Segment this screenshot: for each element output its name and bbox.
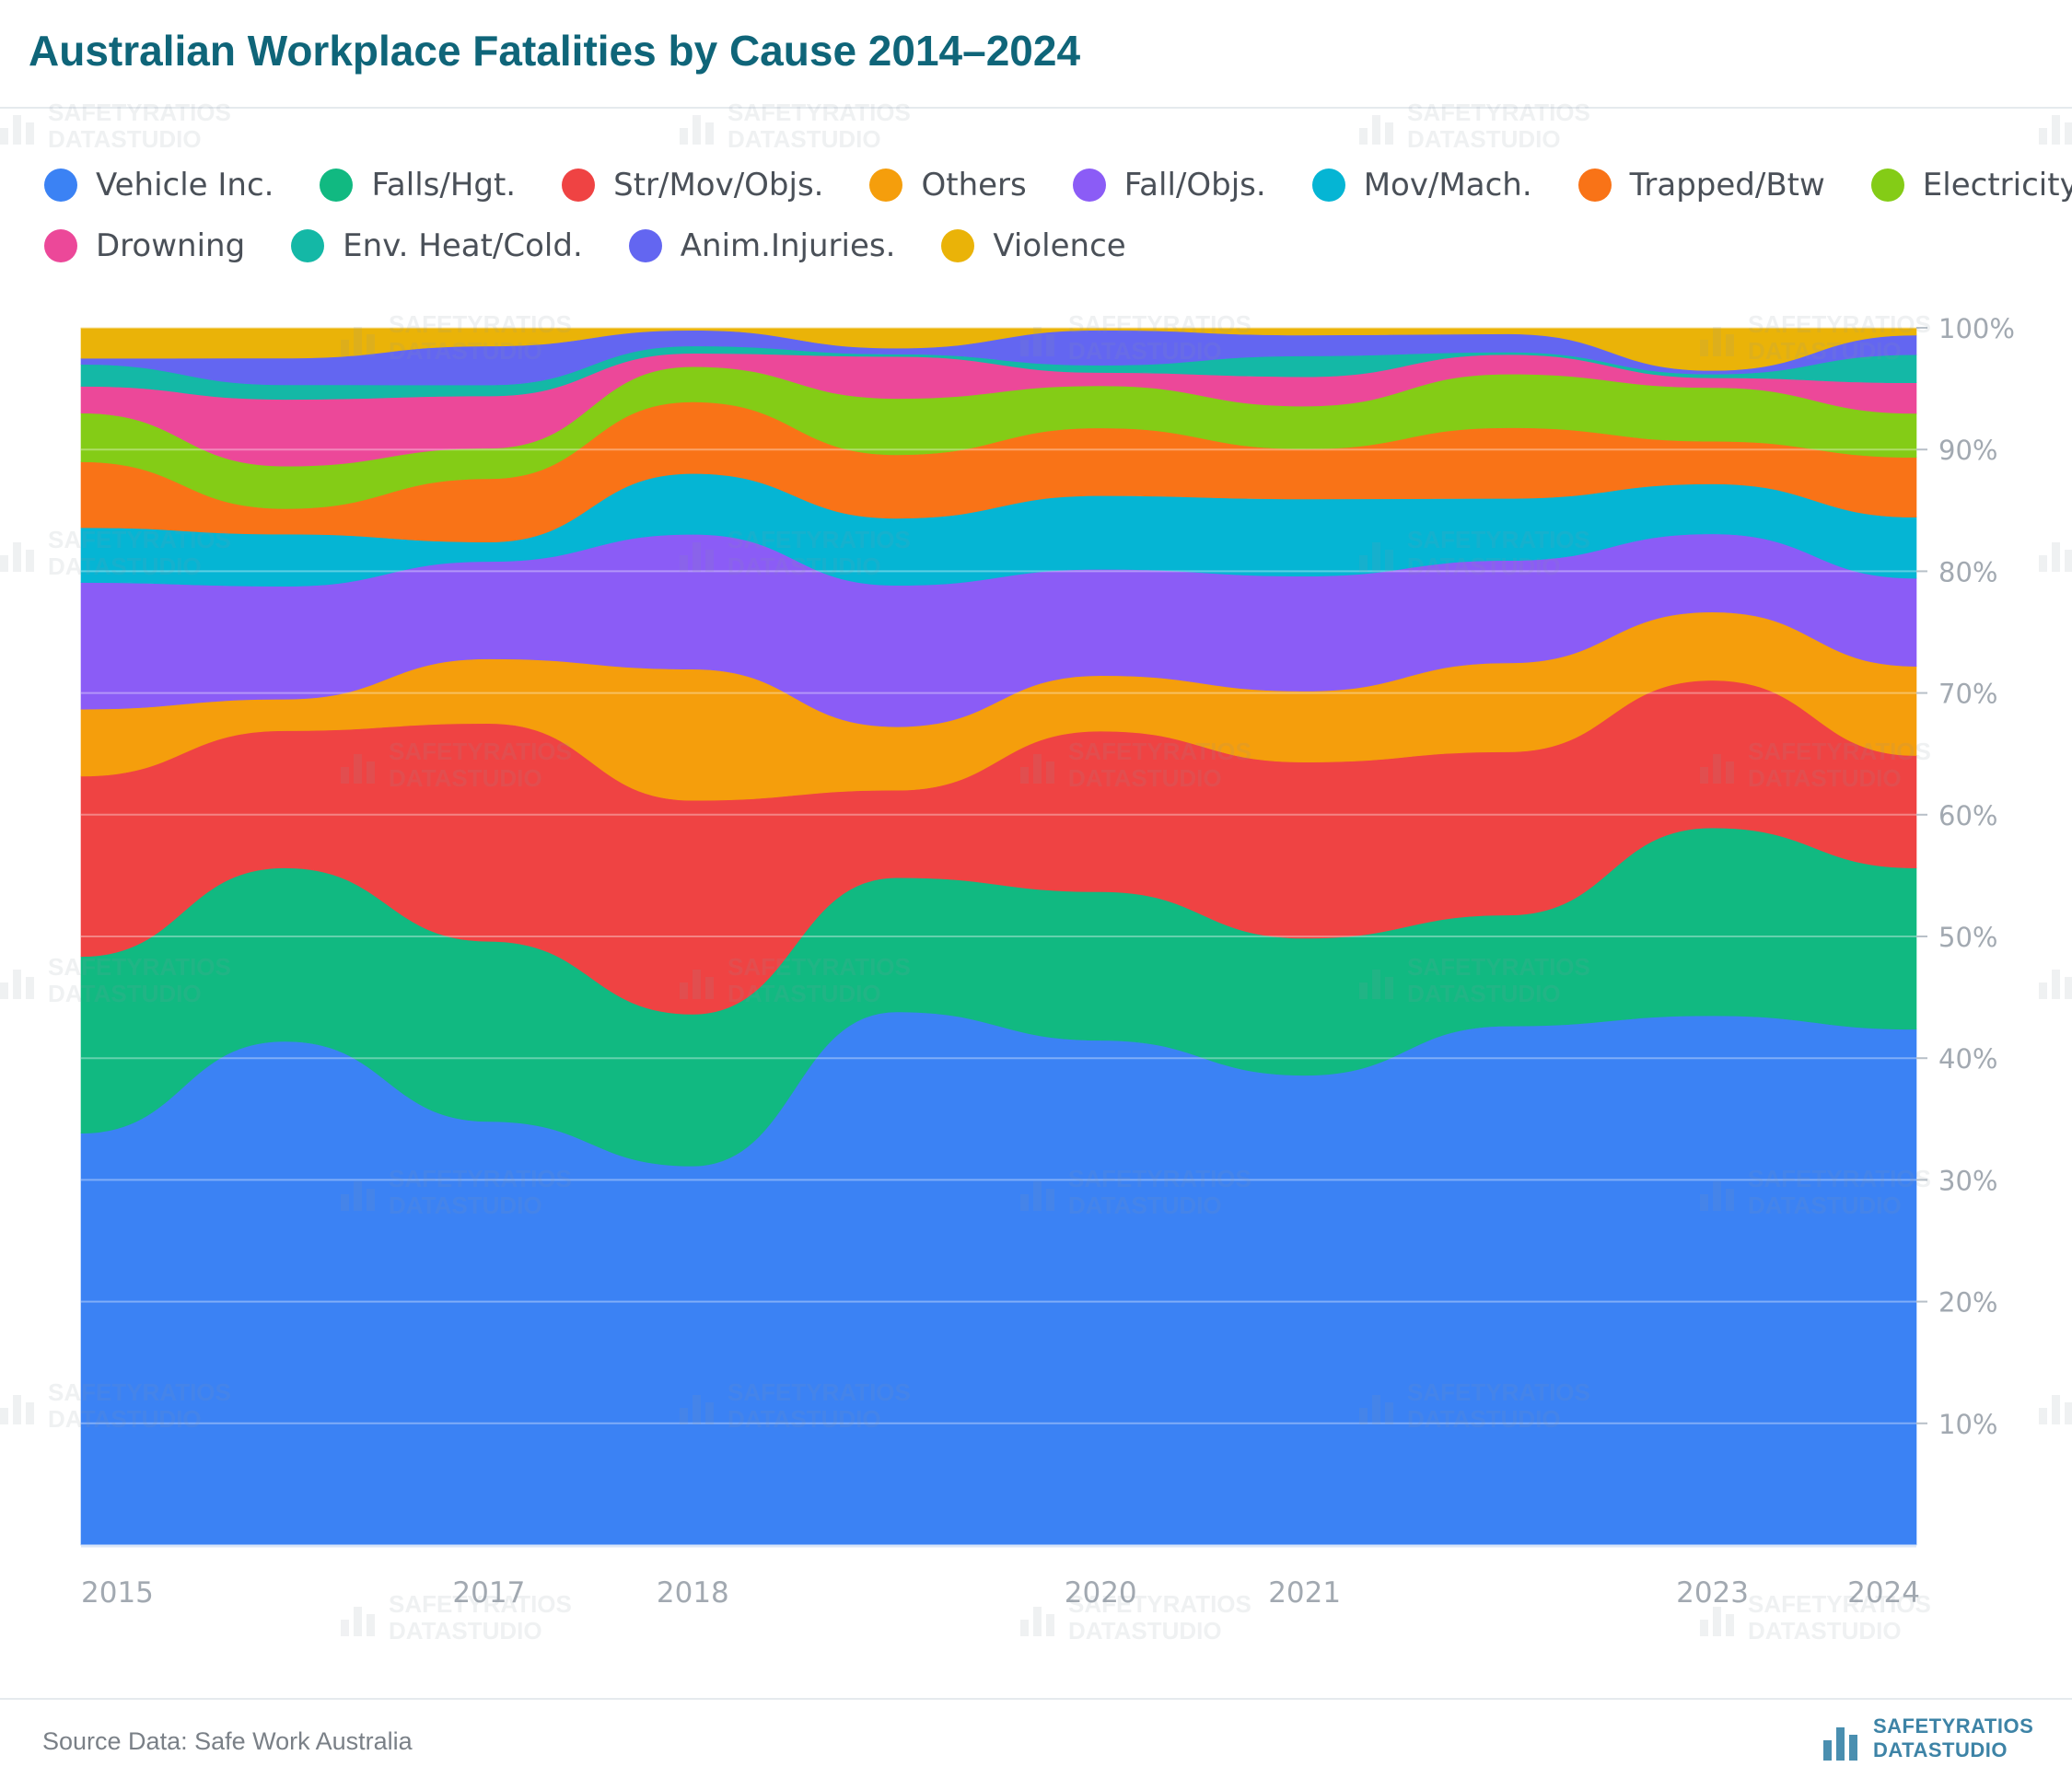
legend-item[interactable]: Drowning xyxy=(44,227,245,264)
legend-item[interactable]: Vehicle Inc. xyxy=(44,167,274,203)
legend-swatch xyxy=(44,229,77,262)
legend-label: Mov/Mach. xyxy=(1363,167,1532,203)
y-tick-label: 60% xyxy=(1938,800,1997,831)
legend-swatch xyxy=(1311,169,1345,202)
legend-label: Anim.Injuries. xyxy=(680,227,896,264)
y-axis-ticks: 10% 20% 30% 40% 50% 60% 70% 80% 90% 100% xyxy=(1916,313,2015,1440)
y-tick-label: 70% xyxy=(1938,679,1997,710)
legend-item[interactable]: Env. Heat/Cold. xyxy=(291,227,583,264)
legend-label: Falls/Hgt. xyxy=(371,167,517,203)
legend-item[interactable]: Others xyxy=(869,167,1027,203)
legend-item[interactable]: Falls/Hgt. xyxy=(320,167,516,203)
legend-label: Vehicle Inc. xyxy=(96,167,274,203)
legend-swatch xyxy=(1870,169,1904,202)
legend-label: Others xyxy=(921,167,1027,203)
legend-swatch xyxy=(320,169,354,202)
legend-item[interactable]: Trapped/Btw xyxy=(1577,167,1825,203)
legend-label: Fall/Objs. xyxy=(1123,167,1266,203)
legend-label: Str/Mov/Objs. xyxy=(613,167,824,203)
area-series-group xyxy=(80,327,1917,1546)
y-tick-label: 80% xyxy=(1938,556,1997,587)
legend-row: Vehicle Inc. Falls/Hgt. Str/Mov/Objs. Ot… xyxy=(44,155,2072,215)
legend-item[interactable]: Mov/Mach. xyxy=(1311,167,1532,203)
legend-label: Trapped/Btw xyxy=(1629,167,1825,203)
legend-swatch xyxy=(291,229,325,262)
brand-logo: SAFETYRATIOS DATASTUDIO xyxy=(1823,1714,2033,1762)
legend-swatch xyxy=(869,169,903,202)
brand-text: SAFETYRATIOS DATASTUDIO xyxy=(1873,1714,2033,1762)
legend-item[interactable]: Violence xyxy=(941,227,1126,264)
legend-swatch xyxy=(562,169,596,202)
footer-divider xyxy=(0,1698,2072,1700)
x-tick-label: 2024 xyxy=(1847,1576,1920,1610)
y-tick-label: 50% xyxy=(1938,922,1997,953)
legend-item[interactable]: Anim.Injuries. xyxy=(628,227,896,264)
header-divider xyxy=(0,107,2072,109)
area-violence[interactable] xyxy=(80,327,1917,371)
legend-label: Env. Heat/Cold. xyxy=(343,227,583,264)
x-tick-label: 2015 xyxy=(81,1576,154,1610)
y-tick-label: 10% xyxy=(1938,1409,1997,1440)
x-tick-label: 2017 xyxy=(452,1576,525,1610)
legend-swatch xyxy=(1072,169,1106,202)
x-tick-label: 2018 xyxy=(657,1576,729,1610)
legend-item[interactable]: Fall/Objs. xyxy=(1072,167,1266,203)
legend-item[interactable]: Electricity xyxy=(1870,167,2072,203)
x-tick-label: 2023 xyxy=(1676,1576,1749,1610)
legend-swatch xyxy=(628,229,662,262)
chart-legend: Vehicle Inc. Falls/Hgt. Str/Mov/Objs. Ot… xyxy=(44,155,2072,276)
legend-swatch xyxy=(941,229,975,262)
y-tick-label: 40% xyxy=(1938,1043,1997,1075)
source-note: Source Data: Safe Work Australia xyxy=(42,1727,413,1755)
brand-line-1: SAFETYRATIOS xyxy=(1873,1714,2034,1738)
brand-line-2: DATASTUDIO xyxy=(1873,1738,2008,1761)
legend-item[interactable]: Str/Mov/Objs. xyxy=(562,167,823,203)
legend-swatch xyxy=(1577,169,1612,202)
x-tick-label: 2021 xyxy=(1268,1576,1341,1610)
y-tick-label: 30% xyxy=(1938,1165,1997,1196)
y-tick-label: 20% xyxy=(1938,1287,1997,1319)
x-tick-label: 2020 xyxy=(1065,1576,1137,1610)
bar-chart-icon xyxy=(1823,1716,1862,1761)
y-tick-label: 90% xyxy=(1938,435,1997,466)
legend-label: Drowning xyxy=(96,227,246,264)
x-axis-ticks: 2015 2017 2018 2020 2021 2023 2024 xyxy=(81,1576,1920,1610)
y-tick-label: 100% xyxy=(1938,313,2015,344)
chart-title: Australian Workplace Fatalities by Cause… xyxy=(29,27,1081,75)
legend-label: Violence xyxy=(993,227,1126,264)
legend-row: Drowning Env. Heat/Cold. Anim.Injuries. … xyxy=(44,215,2052,276)
gridlines xyxy=(81,327,1922,1548)
legend-label: Electricity xyxy=(1922,167,2072,203)
legend-swatch xyxy=(44,169,77,202)
area-vehicle-inc[interactable] xyxy=(80,1011,1917,1546)
